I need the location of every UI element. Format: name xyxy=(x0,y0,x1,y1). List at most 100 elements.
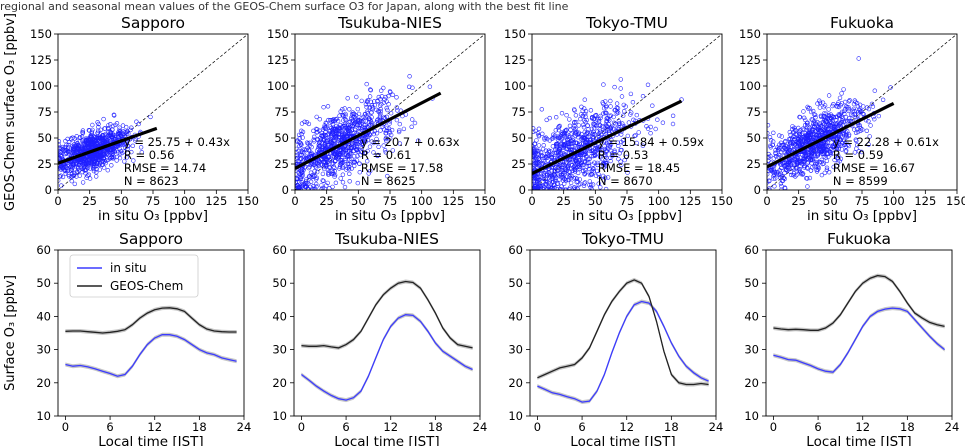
scatter-point xyxy=(567,187,572,190)
scatter-point xyxy=(345,96,350,101)
scatter-point xyxy=(552,168,558,174)
scatter-point xyxy=(58,150,63,155)
scatter-point xyxy=(797,143,803,149)
scatter-point xyxy=(575,161,580,166)
scatter-point xyxy=(826,154,831,159)
scatter-point xyxy=(122,142,128,147)
scatter-point xyxy=(87,176,93,181)
scatter-point xyxy=(856,56,861,61)
scatter-point xyxy=(109,163,114,168)
scatter-point xyxy=(605,116,611,122)
scatter-point xyxy=(352,118,358,123)
scatter-point xyxy=(844,132,849,137)
scatter-point xyxy=(866,142,871,147)
scatter-point xyxy=(326,172,332,177)
y-tick-label: 10 xyxy=(272,409,287,423)
scatter-point xyxy=(300,135,305,140)
scatter-point xyxy=(377,103,383,108)
scatter-point xyxy=(831,137,837,142)
scatter-point xyxy=(815,127,821,132)
scatter-point xyxy=(336,125,341,131)
x-axis-label: in situ O₃ [ppbv] xyxy=(572,208,682,224)
scatter-point xyxy=(800,171,806,176)
scatter-point xyxy=(582,159,587,164)
scatter-point xyxy=(298,156,303,161)
scatter-point xyxy=(339,125,345,130)
y-tick-label: 150 xyxy=(504,27,526,41)
scatter-panel-4: 00 25 25 50 50 75 75 100 100 125 125 150 150 y = 22.2… xyxy=(739,14,965,224)
fit-stat: y = 22.28 + 0.61x xyxy=(833,135,939,149)
scatter-point xyxy=(325,132,330,138)
scatter-point xyxy=(840,116,845,121)
y-tick-label: 60 xyxy=(272,243,287,257)
scatter-point xyxy=(580,122,586,128)
scatter-point xyxy=(327,128,332,134)
y-tick-label: 40 xyxy=(508,309,523,323)
scatter-point xyxy=(575,170,581,176)
scatter-point xyxy=(585,130,590,135)
axes-frame xyxy=(531,33,723,191)
scatter-point xyxy=(395,108,400,113)
scatter-point xyxy=(779,134,784,139)
scatter-point xyxy=(567,123,573,129)
scatter-point xyxy=(587,179,592,184)
fit-stat: N = 8670 xyxy=(598,174,653,188)
scatter-point xyxy=(561,130,567,136)
x-tick-label: 12 xyxy=(147,420,162,434)
scatter-point xyxy=(72,181,78,187)
scatter-point xyxy=(337,132,343,137)
scatter-point xyxy=(583,170,589,175)
scatter-point xyxy=(584,164,589,169)
scatter-point xyxy=(346,166,352,172)
y-tick-label: 60 xyxy=(744,243,759,257)
scatter-point xyxy=(814,161,820,166)
scatter-point xyxy=(845,119,850,124)
scatter-point xyxy=(800,131,805,136)
scatter-point xyxy=(384,99,389,104)
scatter-point xyxy=(368,168,373,174)
scatter-point xyxy=(620,113,626,118)
scatter-point xyxy=(136,121,141,127)
scatter-point xyxy=(807,125,812,130)
y-tick-label: 10 xyxy=(508,409,523,423)
scatter-point xyxy=(101,151,107,157)
scatter-point xyxy=(588,137,594,142)
x-tick-label: 6 xyxy=(342,420,349,434)
scatter-point xyxy=(390,92,395,98)
x-tick-label: 125 xyxy=(914,194,936,208)
scatter-point xyxy=(640,93,646,99)
scatter-point xyxy=(549,154,554,160)
scatter-point xyxy=(876,113,881,119)
scatter-point xyxy=(310,186,315,190)
scatter-point xyxy=(344,134,349,140)
scatter-point xyxy=(311,128,316,134)
scatter-point xyxy=(822,170,827,176)
scatter-point xyxy=(361,118,366,124)
scatter-point xyxy=(618,132,624,137)
scatter-point xyxy=(130,143,136,149)
scatter-point xyxy=(325,155,331,160)
scatter-point xyxy=(74,139,79,144)
scatter-point xyxy=(329,168,335,174)
scatter-point xyxy=(326,170,331,175)
fit-stat: RMSE = 17.58 xyxy=(361,161,443,175)
scatter-point xyxy=(787,140,793,146)
scatter-point xyxy=(801,139,807,145)
scatter-point xyxy=(94,163,99,169)
fit-stat: N = 8599 xyxy=(833,174,888,188)
scatter-point xyxy=(633,133,638,138)
scatter-point xyxy=(601,111,606,116)
scatter-point xyxy=(836,146,841,152)
y-tick-label: 30 xyxy=(272,343,287,357)
y-tick-label: 100 xyxy=(504,79,526,93)
scatter-point xyxy=(75,170,80,175)
scatter-point xyxy=(810,156,815,162)
scatter-point xyxy=(336,138,341,143)
scatter-point xyxy=(851,101,857,107)
scatter-point xyxy=(538,170,544,176)
panel-title: Fukuoka xyxy=(827,230,891,248)
scatter-point xyxy=(846,99,852,104)
scatter-point xyxy=(591,121,597,127)
scatter-point xyxy=(360,119,365,125)
y-tick-label: 75 xyxy=(746,105,761,119)
